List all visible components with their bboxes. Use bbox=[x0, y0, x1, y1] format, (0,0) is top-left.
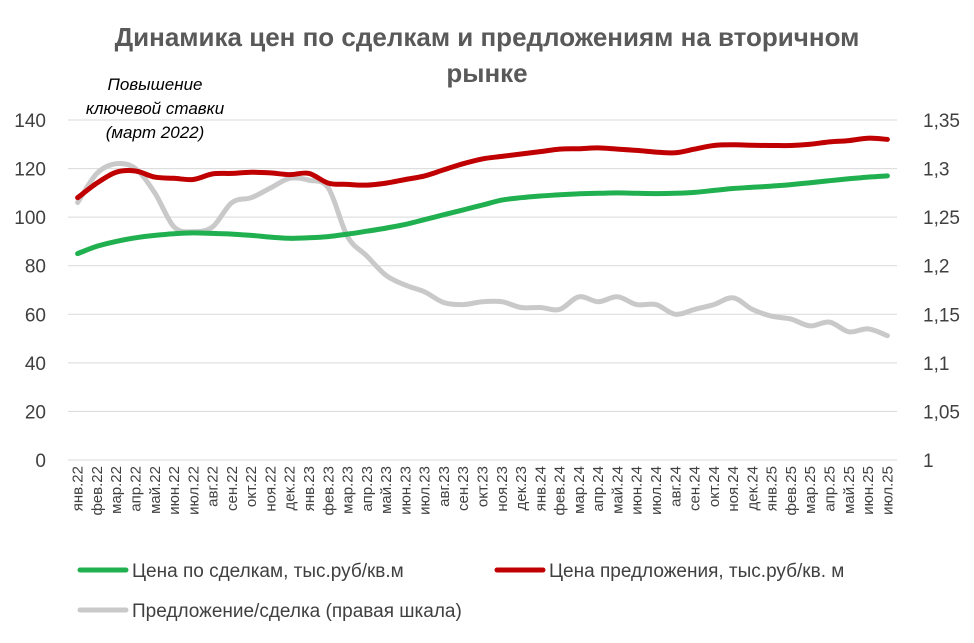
x-tick-label: окт.23 bbox=[475, 466, 492, 507]
x-axis: янв.22 фев.22 мар.22 апр.22 май.22 июн.22 июл.… bbox=[70, 466, 897, 516]
right-tick-label: 1,05 bbox=[923, 402, 960, 423]
x-tick-label: ноя.23 bbox=[494, 466, 511, 512]
series-deal-price bbox=[75, 173, 890, 257]
x-tick-label: июл.24 bbox=[648, 466, 665, 515]
x-tick-label: июн.22 bbox=[166, 466, 183, 515]
x-tick-label: июн.24 bbox=[629, 466, 646, 515]
x-tick-label: апр.23 bbox=[359, 466, 376, 512]
x-tick-label: фев.25 bbox=[783, 466, 800, 516]
legend-label-offers: Цена предложения, тыс.руб/кв. м bbox=[549, 561, 844, 582]
x-tick-label: ноя.24 bbox=[725, 466, 742, 512]
x-tick-label: мар.24 bbox=[571, 466, 588, 514]
legend-item-deals: Цена по сделкам, тыс.руб/кв.м bbox=[77, 561, 404, 582]
left-tick-label: 80 bbox=[25, 257, 46, 278]
x-tick-label: июл.22 bbox=[185, 466, 202, 515]
x-tick-label: мар.22 bbox=[108, 466, 125, 514]
x-tick-label: дек.23 bbox=[513, 466, 530, 511]
left-tick-label: 0 bbox=[35, 451, 46, 472]
x-tick-label: янв.22 bbox=[70, 466, 87, 511]
right-tick-label: 1 bbox=[923, 451, 934, 472]
x-tick-label: мар.23 bbox=[340, 466, 357, 514]
x-tick-label: дек.24 bbox=[744, 466, 761, 511]
left-tick-label: 100 bbox=[14, 208, 46, 229]
x-tick-label: сен.22 bbox=[224, 466, 241, 511]
x-tick-label: сен.23 bbox=[455, 466, 472, 511]
left-tick-label: 140 bbox=[14, 111, 46, 132]
legend-label-ratio: Предложение/сделка (правая шкала) bbox=[132, 601, 462, 622]
right-tick-label: 1,15 bbox=[923, 305, 960, 326]
x-tick-label: май.24 bbox=[609, 466, 626, 514]
x-tick-label: фев.24 bbox=[552, 466, 569, 516]
x-tick-label: мар.25 bbox=[802, 466, 819, 514]
left-tick-label: 20 bbox=[25, 402, 46, 423]
x-tick-label: авг.22 bbox=[205, 466, 222, 507]
x-tick-label: янв.25 bbox=[764, 466, 781, 511]
left-tick-label: 60 bbox=[25, 305, 46, 326]
chart-title-line-1: Динамика цен по сделкам и предложениям н… bbox=[115, 22, 860, 52]
x-tick-label: сен.24 bbox=[687, 466, 704, 511]
annotation: Повышение ключевой ставки (март 2022) bbox=[86, 75, 225, 142]
x-tick-label: апр.25 bbox=[822, 466, 839, 512]
left-y-axis: 0 20 40 60 80 100 120 140 bbox=[14, 111, 46, 472]
x-tick-label: июн.25 bbox=[860, 466, 877, 515]
x-tick-label: авг.23 bbox=[436, 466, 453, 507]
x-tick-label: фев.23 bbox=[320, 466, 337, 516]
right-tick-label: 1,2 bbox=[923, 257, 949, 278]
x-tick-label: июл.25 bbox=[879, 466, 896, 515]
x-tick-label: окт.24 bbox=[706, 466, 723, 507]
x-tick-label: янв.24 bbox=[532, 466, 549, 511]
chart-title-line-2: рынке bbox=[446, 58, 527, 88]
legend: Цена по сделкам, тыс.руб/кв.м Цена предл… bbox=[77, 561, 844, 622]
x-tick-label: окт.22 bbox=[243, 466, 260, 507]
left-tick-label: 40 bbox=[25, 354, 46, 375]
right-y-axis: 1 1,05 1,1 1,15 1,2 1,25 1,3 1,35 bbox=[923, 111, 960, 472]
legend-item-offers: Цена предложения, тыс.руб/кв. м bbox=[494, 561, 844, 582]
series-offer-deal-ratio bbox=[75, 160, 890, 339]
x-tick-label: фев.22 bbox=[89, 466, 106, 516]
x-tick-label: май.22 bbox=[147, 466, 164, 514]
series-lines bbox=[75, 135, 890, 339]
x-tick-label: янв.23 bbox=[301, 466, 318, 511]
right-tick-label: 1,3 bbox=[923, 160, 949, 181]
left-tick-label: 120 bbox=[14, 160, 46, 181]
legend-label-deals: Цена по сделкам, тыс.руб/кв.м bbox=[132, 561, 404, 582]
legend-item-ratio: Предложение/сделка (правая шкала) bbox=[77, 601, 462, 622]
x-tick-label: май.25 bbox=[841, 466, 858, 514]
series-offer-price bbox=[75, 135, 890, 201]
x-tick-label: май.23 bbox=[378, 466, 395, 514]
x-tick-label: апр.24 bbox=[590, 466, 607, 512]
x-tick-label: апр.22 bbox=[127, 466, 144, 512]
x-tick-label: ноя.22 bbox=[262, 466, 279, 512]
right-tick-label: 1,25 bbox=[923, 208, 960, 229]
annotation-line-2: ключевой ставки bbox=[86, 99, 225, 118]
x-tick-label: июн.23 bbox=[397, 466, 414, 515]
gridlines bbox=[68, 119, 897, 461]
x-tick-label: июл.23 bbox=[417, 466, 434, 515]
x-tick-label: дек.22 bbox=[282, 466, 299, 511]
right-tick-label: 1,1 bbox=[923, 354, 949, 375]
annotation-line-1: Повышение bbox=[108, 75, 203, 94]
annotation-line-3: (март 2022) bbox=[106, 123, 205, 142]
right-tick-label: 1,35 bbox=[923, 111, 960, 132]
x-tick-label: авг.24 bbox=[667, 466, 684, 507]
